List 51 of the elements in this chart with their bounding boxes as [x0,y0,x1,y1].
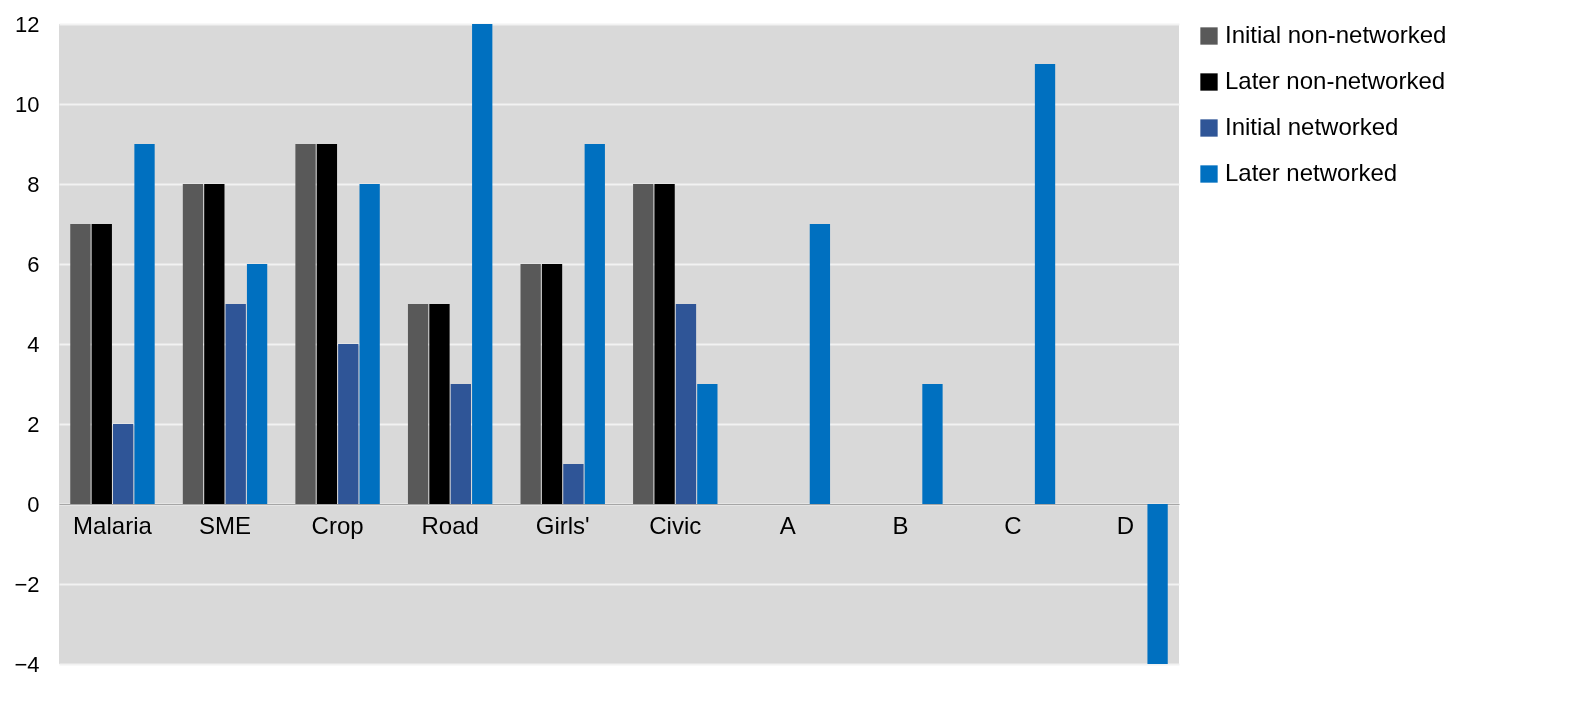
bar [1034,64,1056,504]
x-tick-label: SME [199,511,252,539]
bar [91,224,112,504]
y-tick-label: −4 [14,651,40,677]
bar [541,264,563,504]
bar [654,184,675,504]
y-tick-label: 12 [15,11,40,37]
bar [1147,504,1168,664]
bar [204,184,225,504]
x-tick-label: D [1116,511,1135,539]
bar [633,184,654,504]
bar [134,144,155,504]
y-tick-label: 10 [15,91,40,117]
x-tick-label: Crop [311,511,364,539]
x-tick-label: C [1004,511,1022,539]
x-tick-label: Civic [649,511,702,539]
bar [922,384,943,504]
x-tick-label: Girls' [535,511,590,539]
bar [697,384,718,504]
bar [520,264,541,504]
bar [113,424,134,504]
legend-label: Initial networked [1225,113,1399,140]
y-tick-label: 6 [27,251,40,277]
y-tick-label: 4 [27,331,40,357]
x-tick-label: Road [421,511,479,539]
bar [563,464,584,504]
x-tick-label: A [779,511,796,539]
y-tick-label: −2 [14,571,40,597]
y-tick-label: 0 [27,491,40,517]
legend-label: Later networked [1225,159,1398,186]
bar [70,224,91,504]
legend-label: Initial non-networked [1225,21,1447,48]
bar [450,384,471,504]
x-tick-label: Malaria [73,511,153,539]
bar [182,184,204,504]
bar [809,224,831,504]
bar [584,144,605,504]
bar [675,304,697,504]
y-tick-label: 2 [27,411,40,437]
bar [407,304,429,504]
bar [359,184,380,504]
bar [246,264,268,504]
bar [472,24,493,504]
bar [338,344,359,504]
bar [316,144,338,504]
x-tick-label: B [892,511,909,539]
legend-label: Later non-networked [1225,67,1446,94]
y-tick-label: 8 [27,171,40,197]
bar [295,144,316,504]
bar [429,304,450,504]
bar [225,304,246,504]
